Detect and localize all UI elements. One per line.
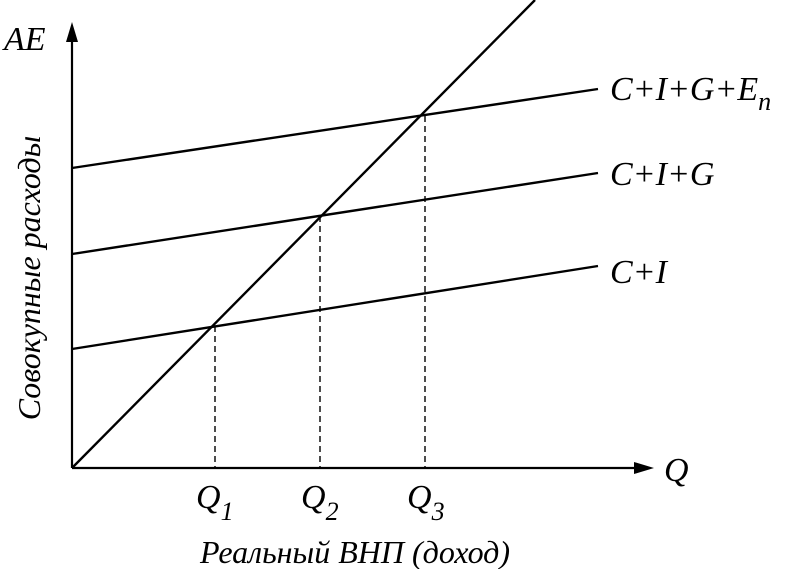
tick-label-q2-main: Q: [301, 479, 326, 516]
tick-label-q1-main: Q: [196, 479, 221, 516]
x-axis-title: Реальный ВНП (доход): [199, 534, 510, 569]
line-c-i: [71, 264, 599, 351]
y-axis-arrow: [66, 22, 78, 42]
line-c-i-g-en: [71, 87, 599, 170]
y-axis-label: AE: [2, 21, 46, 58]
line-label-c-i-g-en-subscript: n: [758, 87, 771, 116]
tick-label-q3: Q3: [407, 479, 445, 526]
line-c-i-g: [71, 171, 599, 256]
line-label-c-i-g-en-main: C+I+G+E: [610, 71, 758, 108]
line-label-c-i-g-en: C+I+G+En: [610, 71, 771, 116]
forty-five-degree-line: [71, 0, 536, 469]
x-axis-label: Q: [664, 452, 689, 489]
tick-label-q2-subscript: 2: [326, 497, 339, 526]
tick-label-q3-subscript: 3: [431, 497, 445, 526]
y-axis-title: Совокупные расходы: [11, 136, 47, 421]
tick-label-q2: Q2: [301, 479, 339, 526]
tick-label-q1: Q1: [196, 479, 234, 526]
tick-label-q1-subscript: 1: [221, 497, 234, 526]
line-label-c-i-g: C+I+G: [610, 156, 714, 193]
x-axis-arrow: [634, 462, 654, 474]
tick-label-q3-main: Q: [407, 479, 432, 516]
line-label-c-i: C+I: [610, 254, 669, 291]
